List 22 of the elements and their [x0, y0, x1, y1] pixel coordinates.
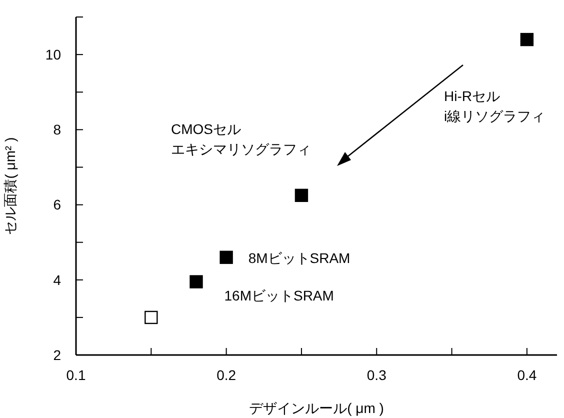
x-tick-label: 0.1	[66, 366, 86, 383]
y-tick-label: 4	[53, 272, 62, 288]
point	[520, 32, 534, 46]
y-tick-label: 6	[53, 196, 62, 213]
y-tick-label: 8	[53, 122, 62, 138]
x-tick-label: 0.2	[216, 366, 236, 383]
point	[144, 310, 158, 324]
y-axis-title: セル面積( μm² )	[2, 137, 18, 235]
y-tick-label: 10	[45, 46, 62, 63]
annotation: 16MビットSRAM	[224, 287, 334, 304]
x-tick-label: 0.4	[517, 366, 537, 383]
annotation: エキシマリソグラフィ	[171, 141, 311, 157]
annotation: CMOSセル	[171, 121, 241, 137]
x-axis-title: デザインルール( μm )	[249, 400, 384, 416]
annotation: i線リソグラフィ	[444, 108, 546, 124]
point	[220, 250, 233, 264]
point	[190, 275, 203, 288]
annotation: 8MビットSRAM	[248, 250, 350, 266]
annotation: Hi-Rセル	[444, 88, 500, 104]
x-tick-label: 0.3	[366, 366, 387, 383]
y-tick-label: 2	[53, 346, 62, 363]
point	[294, 188, 308, 202]
